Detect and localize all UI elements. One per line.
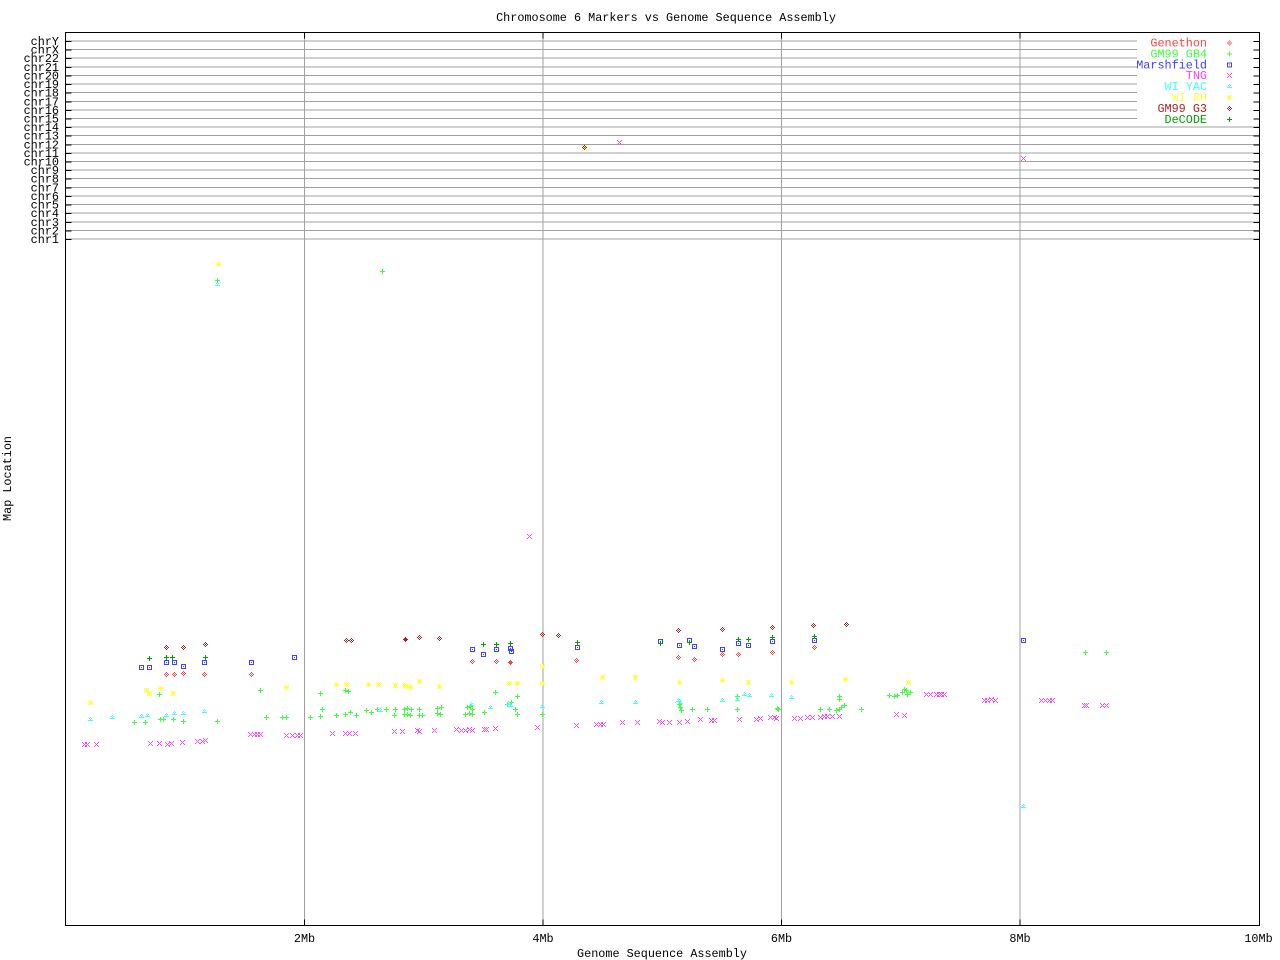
svg-text:chrY: chrY [31,35,59,49]
svg-text:chr7: chr7 [31,181,59,195]
svg-text:chr10: chr10 [24,156,59,170]
svg-text:chr3: chr3 [31,216,59,230]
svg-text:WI RH: WI RH [1172,91,1207,105]
svg-text:GM99 G3: GM99 G3 [1157,102,1207,116]
svg-text:2Mb: 2Mb [294,932,315,946]
svg-text:Map Location: Map Location [1,436,15,521]
svg-text:6Mb: 6Mb [771,932,792,946]
svg-text:Chromosome 6 Markers vs Genome: Chromosome 6 Markers vs Genome Sequence … [496,11,836,25]
svg-text:10Mb: 10Mb [1244,932,1272,946]
svg-text:chr9: chr9 [31,164,59,178]
svg-text:Marshfield: Marshfield [1136,58,1207,72]
svg-text:chr17: chr17 [24,95,59,109]
svg-text:TNG: TNG [1186,69,1207,83]
svg-text:chr21: chr21 [24,61,59,75]
svg-text:chr8: chr8 [31,173,59,187]
svg-text:chr1: chr1 [31,233,59,247]
svg-text:chrX: chrX [31,44,59,58]
svg-text:DeCODE: DeCODE [1165,113,1207,127]
svg-text:chr11: chr11 [24,147,59,161]
svg-text:chr5: chr5 [31,199,59,213]
svg-text:8Mb: 8Mb [1009,932,1030,946]
svg-text:chr20: chr20 [24,69,59,83]
svg-text:chr18: chr18 [24,87,59,101]
svg-text:chr12: chr12 [24,138,59,152]
svg-text:4Mb: 4Mb [532,932,553,946]
svg-text:chr22: chr22 [24,52,59,66]
svg-text:chr16: chr16 [24,104,59,118]
svg-text:chr15: chr15 [24,113,59,127]
svg-text:GM99 GB4: GM99 GB4 [1150,47,1207,61]
svg-text:chr4: chr4 [31,207,59,221]
svg-text:Genome Sequence Assembly: Genome Sequence Assembly [577,947,747,960]
svg-text:chr6: chr6 [31,190,59,204]
svg-text:chr14: chr14 [24,121,59,135]
svg-text:chr13: chr13 [24,130,59,144]
svg-text:Genethon: Genethon [1150,37,1207,51]
svg-text:chr19: chr19 [24,78,59,92]
svg-text:chr2: chr2 [31,224,59,238]
svg-text:WI YAC: WI YAC [1165,80,1207,94]
